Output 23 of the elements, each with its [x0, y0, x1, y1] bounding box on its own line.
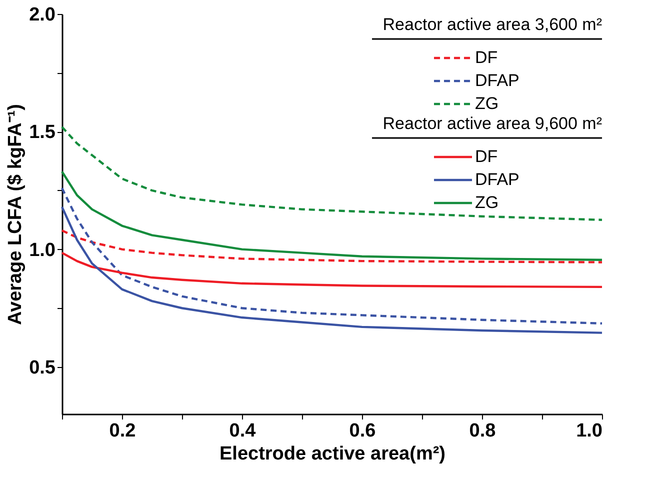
x-tick-label: 0.2: [109, 420, 136, 442]
legend-label: DF: [475, 48, 498, 67]
legend-label: DFAP: [475, 71, 520, 90]
annotation: Reactor active area 9,600 m²: [382, 114, 602, 133]
y-axis-title: Average LCFA ($ kgFA⁻¹): [5, 104, 26, 326]
legend-label: ZG: [475, 193, 499, 212]
line-series: [60, 252, 604, 288]
line-series: [60, 229, 604, 264]
line-series: [60, 187, 604, 325]
x-axis-title: Electrode active area(m²): [220, 444, 446, 464]
x-tick-label: 1.0: [576, 420, 602, 442]
x-tick-label: 0.6: [349, 420, 376, 442]
legend-label: DF: [475, 147, 498, 166]
y-tick-label: 0.5: [29, 357, 56, 378]
annotation: Reactor active area 3,600 m²: [382, 15, 602, 34]
y-tick-label: 2.0: [29, 4, 56, 26]
y-tick-label: 1.0: [29, 240, 56, 261]
y-tick-label: 1.5: [29, 122, 56, 144]
legend-label: ZG: [475, 94, 499, 113]
x-tick-label: 0.4: [229, 420, 256, 442]
x-tick-label: 0.8: [469, 420, 496, 442]
legend-label: DFAP: [475, 170, 520, 189]
line-series: [60, 170, 604, 261]
